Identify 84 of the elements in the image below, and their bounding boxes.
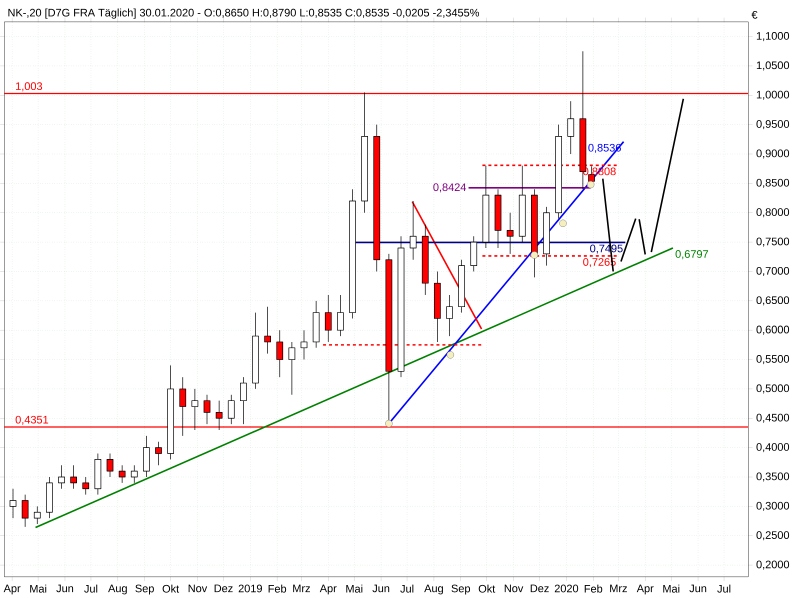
x-tick-label: Nov: [188, 584, 208, 592]
candlestick: [204, 394, 210, 425]
x-tick-label: Jun: [689, 584, 706, 592]
y-tick-label: 0,8000: [756, 208, 790, 218]
y-tick-label: 1,0500: [756, 61, 790, 71]
candlestick: [58, 464, 65, 490]
x-tick-label: Apr: [320, 584, 337, 594]
y-tick-label: 0,4500: [756, 414, 790, 423]
candlestick: [264, 306, 272, 354]
y-tick-label: 0,9500: [756, 120, 790, 130]
x-tick-label: Nov: [504, 584, 524, 592]
x-tick-label: Mai: [30, 584, 46, 593]
candlestick: [288, 342, 296, 396]
x-tick-label: Dez: [530, 584, 549, 592]
candlestick: [567, 100, 574, 154]
candlestick: [10, 488, 16, 519]
x-tick-label: Mrz: [293, 584, 310, 592]
candlestick: [324, 294, 332, 342]
y-tick-label: 0,8500: [756, 178, 790, 188]
y-tick-label: 0,2500: [756, 531, 790, 540]
point: [586, 180, 594, 188]
candlestick: [192, 388, 198, 430]
ref-line-label: 1,003: [16, 82, 42, 92]
y-tick-label: 1,1000: [756, 32, 790, 42]
candlestick: [155, 442, 162, 466]
x-tick-label: Dez: [214, 584, 233, 592]
candlestick: [34, 506, 41, 524]
x-tick-label: 2020: [554, 584, 578, 592]
ref-line-label: 0,4351: [16, 416, 48, 425]
x-tick-label: Apr: [4, 584, 20, 594]
x-tick-label: Jun: [372, 584, 390, 592]
y-tick-label: 0,5000: [756, 384, 790, 394]
x-tick-label: Feb: [584, 584, 602, 593]
point: [385, 420, 393, 428]
candlestick: [130, 464, 138, 484]
y-tick-label: 0,7500: [756, 238, 790, 247]
y-tick-label: 0,4000: [756, 443, 790, 452]
x-tick-label: Sep: [135, 584, 154, 595]
candlestick: [276, 330, 284, 378]
y-tick-label: 0,5500: [756, 355, 790, 364]
candlestick: [337, 294, 344, 336]
y-tick-label: 0,6500: [756, 296, 790, 306]
x-tick-label: Mai: [346, 584, 362, 593]
y-tick-label: 0,9000: [756, 150, 790, 159]
x-tick-label: Jul: [400, 584, 414, 593]
chart-title: NK-,20 [D7G FRA Täglich] 30.01.2020 - O:0,8650 H:0,8790 L:0,8535 C:0,8535 -0,0205 -2,3455%: [8, 8, 480, 19]
candlestick: [300, 330, 308, 360]
y-tick-label: 0,3000: [756, 502, 790, 511]
candlestick: [240, 376, 247, 425]
y-tick-label: 0,3500: [756, 472, 790, 482]
x-tick-label: Aug: [108, 584, 127, 594]
y-tick-label: 0,6000: [756, 326, 790, 335]
point: [446, 351, 454, 359]
x-tick-label: Jul: [84, 584, 98, 593]
x-tick-label: Mai: [663, 584, 680, 593]
candlestick: [70, 464, 78, 490]
x-tick-label: Mrz: [610, 584, 627, 592]
x-tick-label: 2019: [238, 584, 262, 592]
x-tick-label: Jun: [56, 584, 74, 592]
x-tick-label: Apr: [636, 584, 654, 594]
candlestick: [143, 436, 150, 478]
candlestick: [470, 236, 478, 272]
candlestick: [82, 476, 90, 496]
candlestick: [506, 212, 514, 254]
x-tick-label: Jul: [717, 584, 730, 593]
y-axis-title: €: [752, 11, 758, 19]
candlestick: [410, 200, 417, 260]
x-tick-label: Sep: [452, 584, 470, 595]
x-tick-label: Okt: [478, 584, 496, 593]
x-tick-label: Aug: [424, 584, 443, 594]
candlestick: [228, 394, 235, 425]
candlestick: [22, 494, 29, 528]
x-tick-label: Okt: [162, 584, 180, 593]
candlestick: [106, 453, 114, 478]
y-tick-label: 1,0000: [756, 90, 790, 100]
y-tick-label: 0,2000: [756, 560, 790, 570]
x-tick-label: Feb: [268, 584, 286, 593]
series-label: 0,6797: [676, 250, 708, 260]
series-label: 0,8424: [433, 183, 466, 192]
candlestick: [118, 464, 126, 484]
point: [530, 251, 538, 259]
point: [559, 220, 567, 228]
y-tick-label: 0,7000: [756, 267, 790, 276]
candlestick: [446, 294, 453, 336]
